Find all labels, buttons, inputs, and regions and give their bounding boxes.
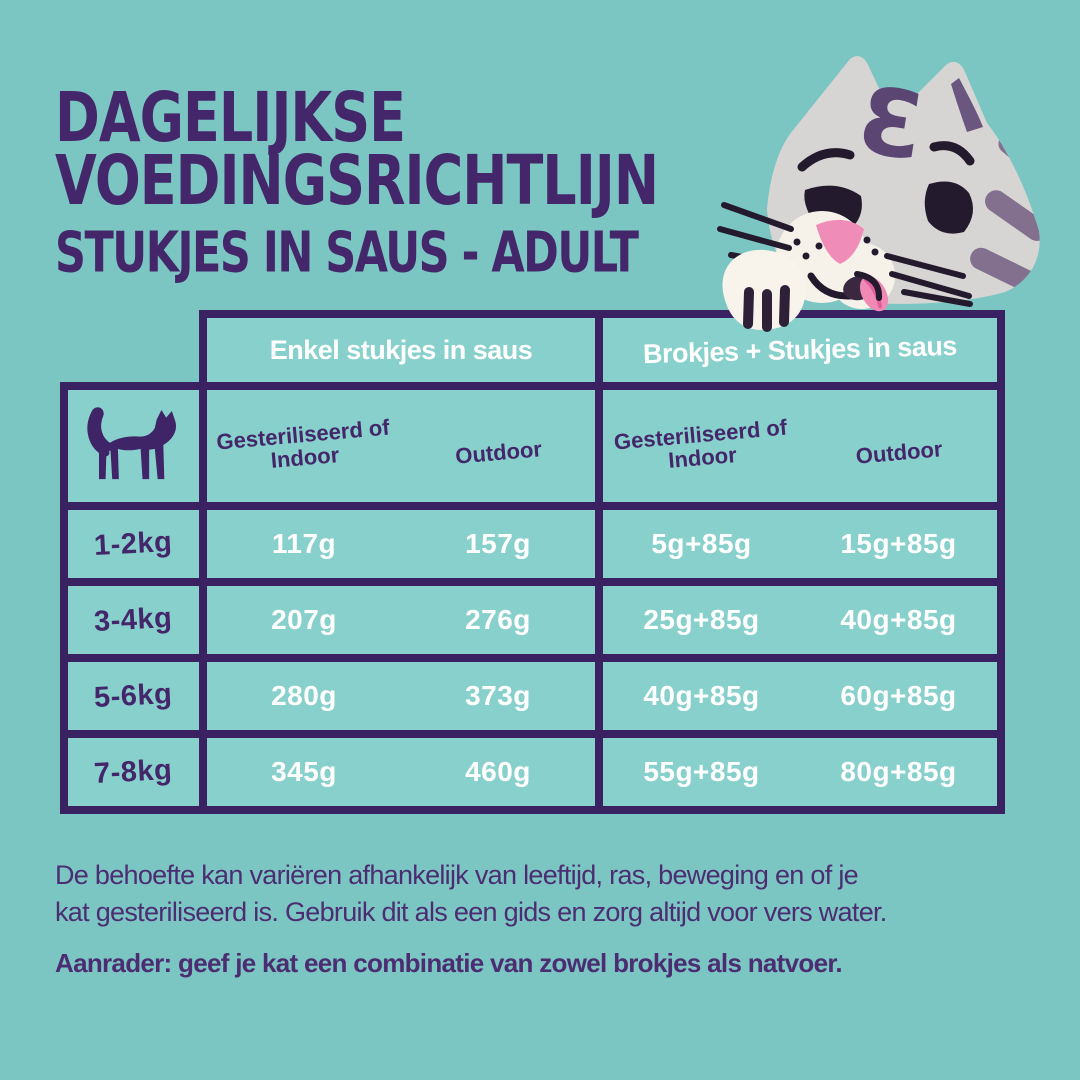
weight-cell: 5-6kg bbox=[68, 662, 199, 730]
page-title-line1: DAGELIJKSE bbox=[55, 77, 406, 158]
footer-tip: Aanrader: geef je kat een combinatie van… bbox=[55, 948, 843, 978]
value-cell: 117g 157g bbox=[207, 510, 595, 578]
page-subtitle: STUKJES IN SAUS - ADULT bbox=[55, 220, 639, 286]
subheader-outdoor: Outdoor bbox=[854, 436, 944, 470]
value-cell: 5g+85g 15g+85g bbox=[603, 510, 997, 578]
value-cell: 280g 373g bbox=[207, 662, 595, 730]
weight-column-header bbox=[68, 390, 199, 502]
subheader-sterilised-indoor: Gesteriliseerd of Indoor bbox=[215, 414, 391, 473]
subheader-mixed: Gesteriliseerd of Indoor Outdoor bbox=[603, 390, 997, 502]
value-cell: 25g+85g 40g+85g bbox=[603, 586, 997, 654]
group-header-wet-only: Enkel stukjes in saus bbox=[207, 318, 595, 382]
subheader-outdoor: Outdoor bbox=[454, 436, 543, 470]
page-title-line2: VOEDINGSRICHTLIJN bbox=[55, 140, 659, 221]
table-corner-spacer bbox=[60, 310, 199, 382]
weight-cell: 3-4kg bbox=[68, 586, 199, 654]
value-cell: 55g+85g 80g+85g bbox=[603, 738, 997, 806]
value-cell: 40g+85g 60g+85g bbox=[603, 662, 997, 730]
cat-mascot-icon: Ɛ bbox=[717, 56, 1040, 332]
footer-note-line1: De behoefte kan variëren afhankelijk van… bbox=[55, 860, 859, 890]
group-header-mixed: Brokjes + Stukjes in saus bbox=[603, 318, 997, 382]
subheader-sterilised-indoor: Gesteriliseerd of Indoor bbox=[612, 414, 789, 473]
group-header-label: Enkel stukjes in saus bbox=[269, 334, 533, 365]
weight-cell: 7-8kg bbox=[68, 738, 199, 806]
value-cell: 345g 460g bbox=[207, 738, 595, 806]
weight-cell: 1-2kg bbox=[68, 510, 199, 578]
cat-right-eye bbox=[924, 181, 973, 234]
cat-nose bbox=[816, 219, 864, 264]
subheader-wet-only: Gesteriliseerd of Indoor Outdoor bbox=[207, 390, 595, 502]
feeding-table: Enkel stukjes in saus Brokjes + Stukjes … bbox=[60, 310, 1005, 814]
value-cell: 207g 276g bbox=[207, 586, 595, 654]
footer-note-line2: kat gesteriliseerd is. Gebruik dit als e… bbox=[55, 897, 887, 927]
cat-silhouette-icon bbox=[86, 407, 176, 480]
